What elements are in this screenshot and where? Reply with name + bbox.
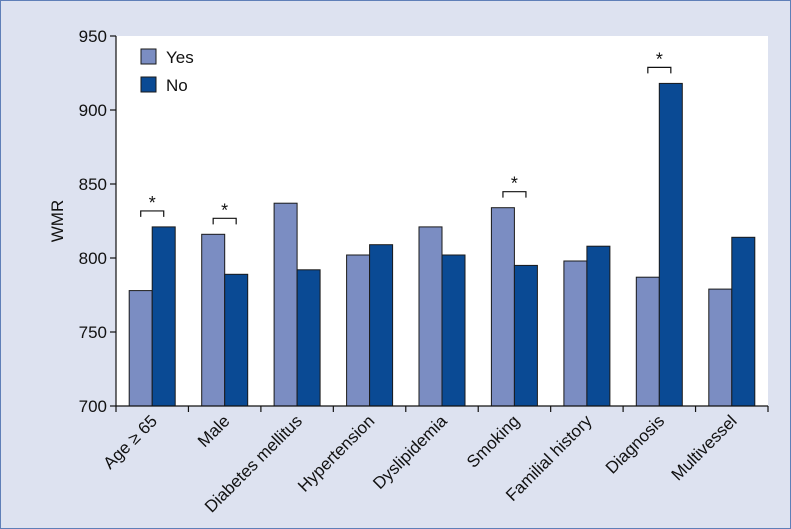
bar-no-5	[513, 264, 538, 407]
y-axis-title: WMR	[48, 200, 67, 242]
bar-no-7	[658, 82, 683, 407]
y-tick-label-800: 800	[79, 249, 107, 268]
bar-no-3	[369, 244, 394, 407]
significance-bracket-1	[212, 217, 237, 225]
bar-yes-7	[635, 276, 660, 407]
category-label-0: Age ≥ 65	[100, 411, 161, 472]
category-label-3: Hypertension	[294, 411, 378, 495]
significance-bracket-5	[502, 191, 527, 198]
legend-label-yes: Yes	[166, 48, 194, 67]
legend-swatch-no	[140, 76, 157, 93]
legend-swatch-yes	[140, 48, 157, 65]
bar-no-4	[441, 254, 466, 407]
bar-yes-3	[346, 254, 371, 407]
significance-star-5: *	[511, 174, 518, 194]
bar-yes-0	[128, 290, 153, 407]
y-tick-label-950: 950	[79, 27, 107, 46]
category-label-5: Smoking	[463, 411, 523, 471]
category-label-8: Multivessel	[668, 411, 741, 484]
bar-yes-1	[201, 233, 226, 407]
significance-star-7: *	[656, 49, 663, 69]
bar-yes-2	[273, 202, 298, 407]
y-tick-label-850: 850	[79, 175, 107, 194]
bar-no-0	[151, 226, 176, 407]
category-label-1: Male	[194, 411, 233, 450]
category-label-7: Diagnosis	[602, 411, 668, 477]
y-tick-label-750: 750	[79, 323, 107, 342]
bar-no-6	[586, 245, 611, 407]
bar-no-2	[296, 269, 321, 407]
significance-bracket-0	[140, 210, 165, 217]
y-tick-label-900: 900	[79, 101, 107, 120]
bar-no-8	[731, 236, 756, 407]
bar-yes-6	[563, 260, 588, 407]
bar-yes-8	[708, 288, 733, 407]
bar-no-1	[224, 273, 249, 407]
category-label-4: Dyslipidemia	[369, 411, 451, 493]
bar-yes-5	[490, 207, 515, 407]
significance-star-0: *	[149, 193, 156, 213]
significance-star-1: *	[221, 200, 228, 220]
legend-label-no: No	[166, 76, 188, 95]
y-tick-label-700: 700	[79, 397, 107, 416]
significance-bracket-7	[647, 66, 672, 74]
bar-yes-4	[418, 226, 443, 407]
